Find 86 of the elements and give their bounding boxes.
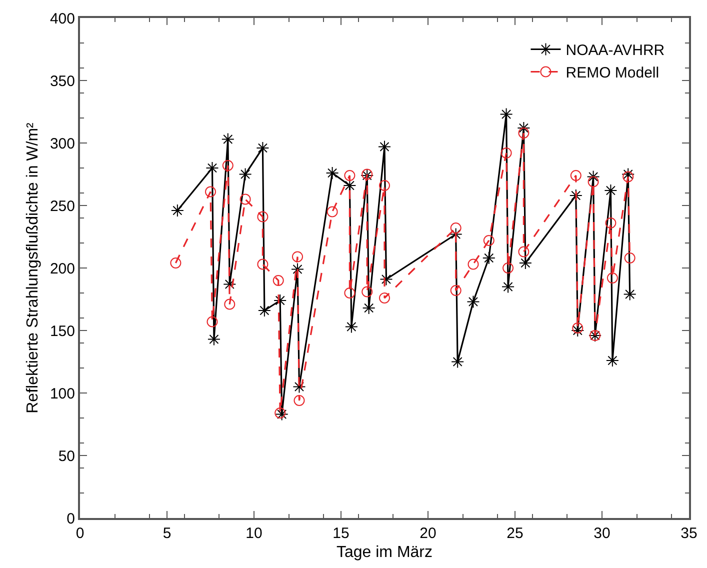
point — [238, 168, 252, 181]
legend-label: NOAA-AVHRR — [566, 42, 665, 60]
point — [170, 258, 182, 268]
point — [379, 180, 390, 191]
point — [518, 128, 530, 138]
x-tick-label: 20 — [420, 525, 436, 542]
point — [518, 256, 532, 270]
x-tick-label: 10 — [246, 525, 262, 542]
point — [624, 252, 636, 264]
point — [257, 258, 268, 270]
point — [206, 162, 219, 174]
point — [517, 122, 530, 134]
point — [326, 166, 339, 180]
point — [500, 108, 513, 121]
y-axis-title: Reflektierte Strahlungsflußdichte in W/m² — [24, 122, 42, 414]
point — [222, 160, 234, 171]
x-axis-title: Tage im März — [336, 544, 433, 562]
point — [362, 302, 376, 314]
point — [274, 408, 286, 418]
point — [622, 171, 634, 182]
point — [571, 324, 584, 337]
x-tick-label: 30 — [594, 525, 610, 542]
point — [344, 288, 356, 298]
y-tick-label: 100 — [50, 385, 75, 402]
point — [604, 184, 618, 197]
x-tick-label: 5 — [162, 525, 172, 542]
point — [572, 322, 584, 334]
point — [450, 285, 462, 296]
point — [224, 298, 236, 310]
point — [294, 395, 305, 406]
point — [606, 354, 619, 367]
point — [221, 132, 234, 146]
point — [170, 204, 184, 217]
point — [569, 189, 582, 202]
point — [570, 170, 582, 181]
x-tick-label: 35 — [680, 525, 698, 542]
point — [379, 292, 390, 304]
point — [205, 186, 216, 198]
point — [207, 332, 220, 346]
point — [518, 246, 530, 258]
point — [502, 262, 514, 274]
point — [344, 170, 356, 181]
point — [275, 408, 288, 421]
point — [482, 252, 496, 264]
point — [292, 380, 306, 394]
point — [256, 142, 270, 154]
point — [450, 222, 462, 234]
legend-label: REMO Modell — [566, 64, 660, 82]
y-tick-label: 0 — [66, 510, 75, 528]
y-tick-label: 350 — [50, 72, 75, 90]
x-tick-label: 25 — [506, 525, 524, 542]
point — [274, 294, 287, 307]
point — [622, 168, 635, 181]
point — [223, 278, 236, 291]
point — [343, 179, 356, 192]
y-tick-label: 200 — [50, 260, 75, 278]
y-tick-label: 400 — [50, 10, 75, 28]
point — [326, 206, 338, 218]
point — [586, 170, 600, 184]
point — [500, 148, 512, 158]
y-tick-label: 50 — [58, 448, 75, 465]
point — [380, 272, 393, 286]
point — [258, 304, 271, 317]
y-tick-label: 300 — [50, 135, 75, 152]
point — [291, 262, 304, 276]
point — [292, 251, 303, 262]
point — [588, 176, 599, 188]
point — [623, 288, 636, 301]
point — [378, 140, 391, 154]
point — [206, 316, 218, 328]
point — [606, 272, 618, 284]
y-tick-label: 250 — [50, 198, 75, 215]
point — [605, 218, 616, 228]
point — [449, 228, 462, 241]
point — [240, 194, 251, 205]
point — [451, 355, 464, 368]
point — [344, 320, 358, 334]
point — [483, 235, 494, 246]
y-tick-label: 150 — [50, 322, 75, 340]
point — [362, 286, 373, 298]
point — [466, 295, 480, 308]
point — [272, 275, 284, 286]
point — [257, 211, 268, 222]
point — [468, 258, 479, 270]
point — [502, 280, 515, 294]
x-tick-label: 15 — [332, 525, 350, 542]
